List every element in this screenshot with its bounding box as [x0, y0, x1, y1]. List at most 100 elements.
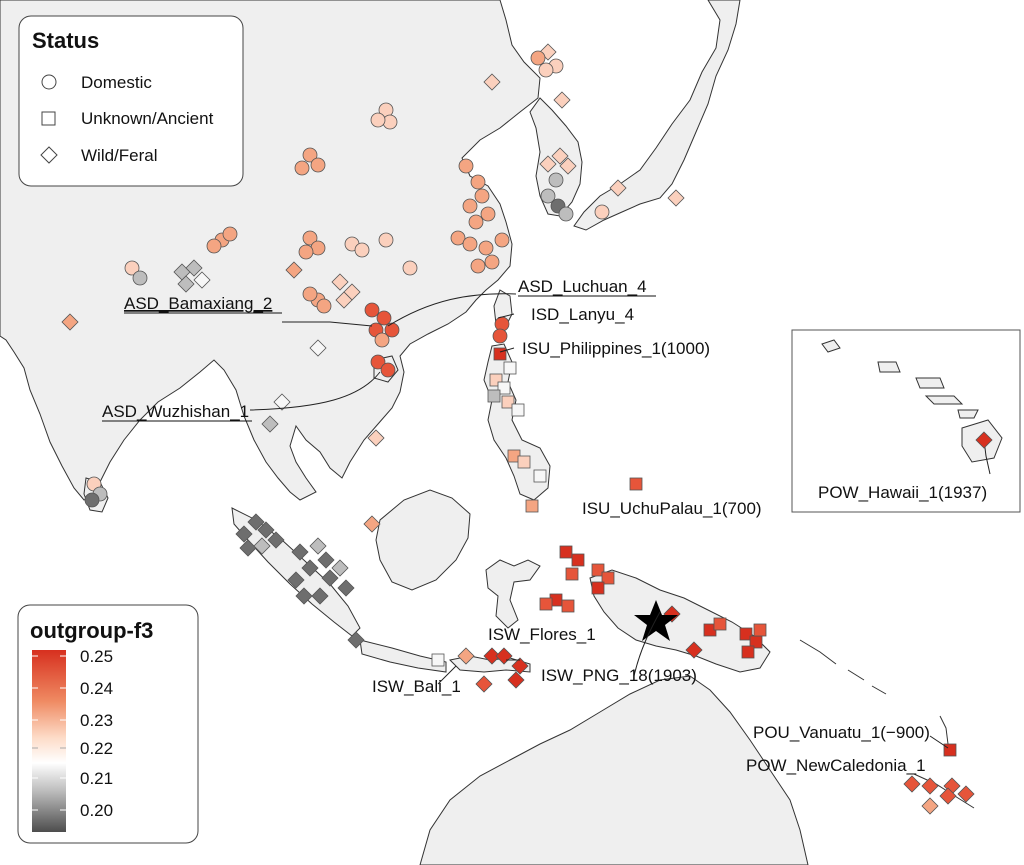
sample-marker [533, 469, 547, 483]
sample-marker [458, 158, 474, 174]
sample-marker [316, 298, 332, 314]
sample-marker [298, 244, 314, 260]
sample-marker [376, 310, 392, 326]
sample-points [61, 43, 993, 815]
sample-marker [571, 553, 585, 567]
solomon-islands [799, 639, 887, 695]
sample-marker [565, 567, 579, 581]
sample-marker [493, 347, 507, 361]
sulawesi [485, 559, 541, 629]
label-bamaxiang: ASD_Bamaxiang_2 [124, 294, 272, 313]
ancient-square-icon [41, 111, 56, 126]
sample-marker [497, 381, 511, 395]
sample-marker [492, 328, 508, 344]
tick-021: 0.21 [80, 769, 113, 788]
sample-marker [380, 362, 396, 378]
sample-marker [480, 206, 496, 222]
sample-marker [247, 513, 265, 531]
australia [419, 675, 809, 865]
sample-marker [222, 226, 238, 242]
sample-marker [257, 521, 275, 539]
sample-marker [530, 50, 546, 66]
sample-marker [483, 73, 501, 91]
sample-marker [337, 579, 355, 597]
borneo [375, 489, 471, 591]
sample-marker [601, 571, 615, 585]
sample-marker [367, 429, 385, 447]
color-legend-title: outgroup-f3 [30, 618, 153, 643]
label-png: ISW_PNG_18(1903) [541, 666, 697, 685]
sample-marker [193, 271, 211, 289]
sample-marker [84, 492, 100, 508]
sample-marker [474, 188, 490, 204]
sample-marker [294, 160, 310, 176]
label-bali: ISW_Bali_1 [372, 677, 461, 696]
java [359, 639, 447, 673]
sample-marker [478, 240, 494, 256]
sample-marker [302, 230, 318, 246]
label-vanuatu: POU_Vanuatu_1(−900) [753, 723, 930, 742]
sample-marker [503, 361, 517, 375]
sample-marker [370, 354, 386, 370]
sample-marker [921, 777, 939, 795]
sample-marker [475, 675, 493, 693]
sample-marker [741, 645, 755, 659]
sample-marker [591, 563, 605, 577]
sample-marker [539, 597, 553, 611]
label-philippines: ISU_Philippines_1(1000) [522, 339, 710, 358]
sample-marker [468, 214, 484, 230]
sample-marker [739, 627, 753, 641]
sample-marker [206, 238, 222, 254]
sample-marker [511, 657, 529, 675]
sample-marker [331, 273, 349, 291]
sample-marker [713, 617, 727, 631]
sample-marker [507, 671, 525, 689]
status-legend: Status Domestic Unknown/Ancient Wild/Fer… [18, 15, 244, 187]
sample-marker [347, 631, 365, 649]
legend-wild: Wild/Feral [81, 146, 158, 165]
sample-marker [558, 206, 574, 222]
status-legend-title: Status [32, 28, 99, 53]
sample-marker [548, 172, 564, 188]
sample-marker [374, 332, 390, 348]
sample-marker [539, 155, 557, 173]
label-newcaledonia: POW_NewCaledonia_1 [746, 756, 926, 775]
sample-marker [309, 537, 327, 555]
sample-marker [261, 415, 279, 433]
vanuatu [939, 715, 949, 745]
sample-marker [61, 313, 79, 331]
sample-marker [591, 581, 605, 595]
tick-022: 0.22 [80, 739, 113, 758]
sample-marker [309, 339, 327, 357]
sample-marker [311, 587, 329, 605]
sample-marker [957, 785, 975, 803]
sample-marker [517, 455, 531, 469]
sample-marker [124, 260, 140, 276]
sample-marker [939, 787, 957, 805]
sample-marker [335, 291, 353, 309]
tick-023: 0.23 [80, 711, 113, 730]
sample-marker [975, 431, 993, 449]
sample-marker [609, 179, 627, 197]
sample-marker [501, 395, 515, 409]
tick-025: 0.25 [80, 647, 113, 666]
sample-marker [494, 232, 510, 248]
sample-marker [450, 230, 466, 246]
sample-marker [629, 477, 643, 491]
legend-ancient: Unknown/Ancient [81, 109, 214, 128]
sample-marker [559, 545, 573, 559]
sample-marker [354, 242, 370, 258]
sample-marker [470, 258, 486, 274]
legend-domestic: Domestic [81, 73, 152, 92]
sample-marker [370, 112, 386, 128]
sample-marker [511, 403, 525, 417]
sample-marker [317, 551, 335, 569]
wild-diamond-icon [40, 146, 58, 164]
sample-marker [295, 587, 313, 605]
japan [573, 0, 741, 231]
outgroup-star-icon [634, 600, 678, 641]
sample-marker [273, 393, 291, 411]
sample-marker [540, 188, 556, 204]
sample-marker [483, 647, 501, 665]
sample-marker [253, 537, 271, 555]
